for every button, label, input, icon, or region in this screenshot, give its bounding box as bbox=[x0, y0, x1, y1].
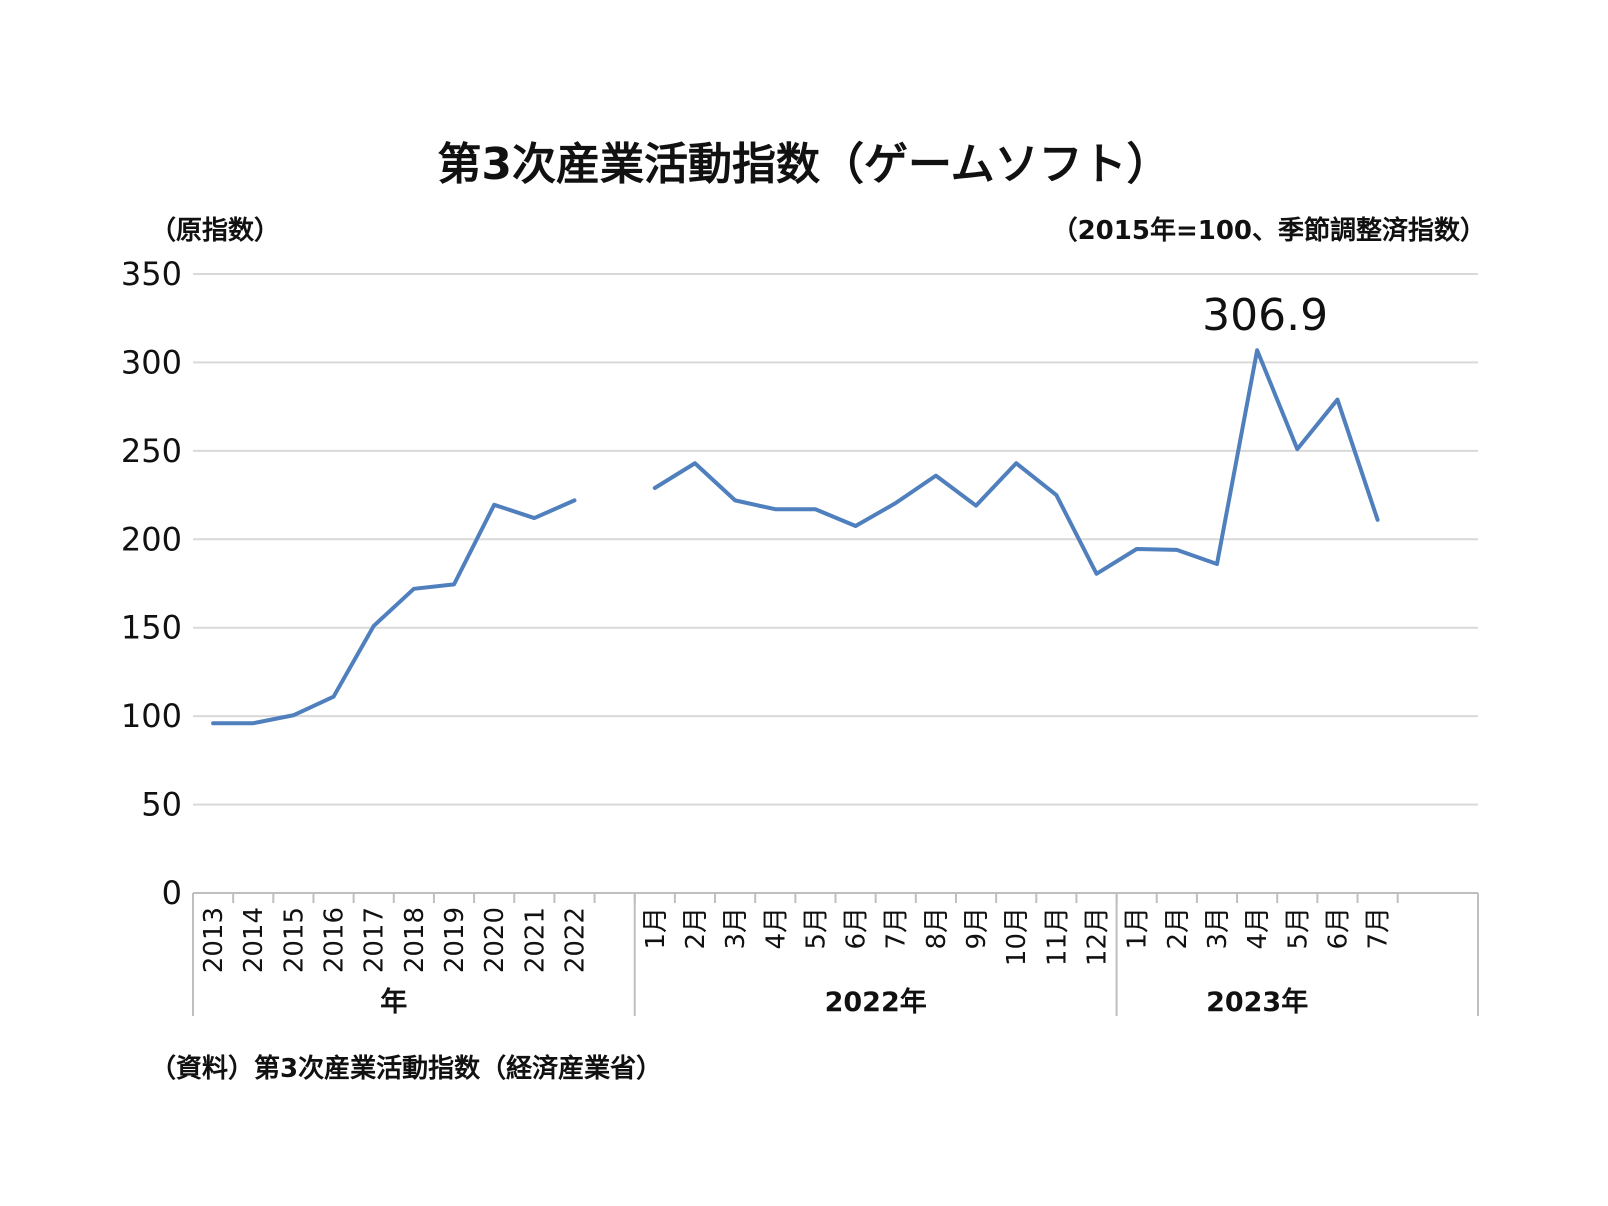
x-tick-label: 2013 bbox=[199, 907, 229, 973]
y-tick-label: 350 bbox=[121, 255, 182, 293]
y-tick-label: 150 bbox=[121, 609, 182, 647]
x-tick-label: 2021 bbox=[520, 907, 550, 973]
y-unit-note: （原指数） bbox=[150, 216, 281, 246]
x-tick-label: 2014 bbox=[239, 907, 269, 973]
x-tick-label: 6月 bbox=[842, 907, 872, 950]
x-tick-label: 9月 bbox=[962, 907, 992, 950]
base-year-note: （2015年=100、季節調整済指数） bbox=[1051, 216, 1486, 246]
x-tick-label: 4月 bbox=[761, 907, 791, 950]
x-tick-label: 3月 bbox=[721, 907, 751, 950]
x-tick-label: 2月 bbox=[1163, 907, 1193, 950]
y-tick-label: 100 bbox=[121, 697, 182, 735]
x-tick-label: 2017 bbox=[360, 907, 390, 973]
series-line-annual bbox=[211, 498, 577, 726]
x-tick-label: 6月 bbox=[1323, 907, 1353, 950]
x-tick-label: 3月 bbox=[1203, 907, 1233, 950]
y-tick-label: 300 bbox=[121, 343, 182, 381]
x-tick-label: 1月 bbox=[1123, 907, 1153, 950]
chart-title: 第3次産業活動指数（ゲームソフト） bbox=[437, 139, 1171, 190]
x-tick-label: 2019 bbox=[440, 907, 470, 973]
x-tick-label: 8月 bbox=[922, 907, 952, 950]
x-tick-label: 5月 bbox=[1283, 907, 1313, 950]
peak-annotation: 306.9 bbox=[1202, 290, 1328, 341]
x-tick-label: 7月 bbox=[882, 907, 912, 950]
group-label: 2023年 bbox=[1206, 986, 1308, 1018]
y-tick-label: 50 bbox=[141, 786, 182, 824]
x-tick-label: 2022 bbox=[560, 907, 590, 973]
y-tick-label: 250 bbox=[121, 432, 182, 470]
x-tick-label: 10月 bbox=[1002, 907, 1032, 966]
group-label: 年 bbox=[380, 986, 407, 1018]
x-tick-label: 4月 bbox=[1243, 907, 1273, 950]
series-line-monthly bbox=[652, 348, 1380, 576]
source-note: （資料）第3次産業活動指数（経済産業省） bbox=[150, 1054, 663, 1084]
x-tick-label: 5月 bbox=[801, 907, 831, 950]
x-tick-label: 2018 bbox=[400, 907, 430, 973]
x-tick-label: 2015 bbox=[279, 907, 309, 973]
x-tick-label: 12月 bbox=[1083, 907, 1113, 966]
x-tick-label: 2020 bbox=[480, 907, 510, 973]
x-tick-label: 11月 bbox=[1042, 907, 1072, 966]
y-tick-label: 0 bbox=[162, 874, 182, 912]
x-tick-label: 2月 bbox=[681, 907, 711, 950]
y-tick-label: 200 bbox=[121, 520, 182, 558]
group-label: 2022年 bbox=[825, 986, 927, 1018]
x-tick-label: 1月 bbox=[641, 907, 671, 950]
x-tick-label: 7月 bbox=[1364, 907, 1394, 950]
x-tick-label: 2016 bbox=[320, 907, 350, 973]
